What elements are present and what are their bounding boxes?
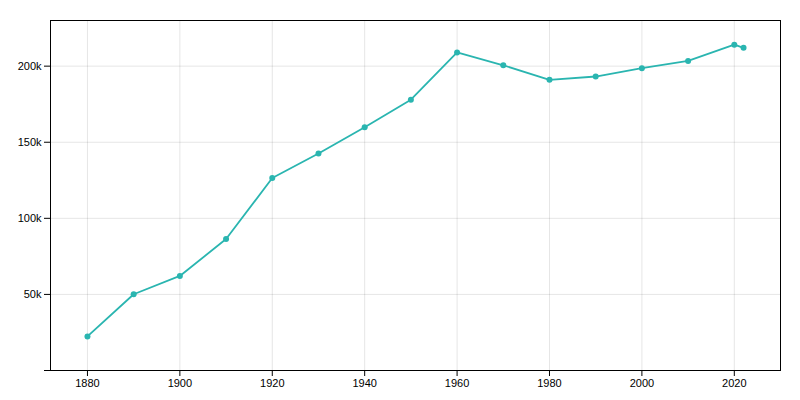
svg-text:1880: 1880: [75, 377, 99, 389]
svg-text:1960: 1960: [445, 377, 469, 389]
svg-text:2000: 2000: [630, 377, 654, 389]
svg-text:2020: 2020: [722, 377, 746, 389]
svg-text:100k: 100k: [18, 212, 42, 224]
svg-text:1980: 1980: [537, 377, 561, 389]
svg-text:50k: 50k: [24, 288, 42, 300]
svg-text:200k: 200k: [18, 60, 42, 72]
svg-text:1920: 1920: [260, 377, 284, 389]
svg-text:1900: 1900: [168, 377, 192, 389]
svg-text:150k: 150k: [18, 136, 42, 148]
svg-text:1940: 1940: [352, 377, 376, 389]
